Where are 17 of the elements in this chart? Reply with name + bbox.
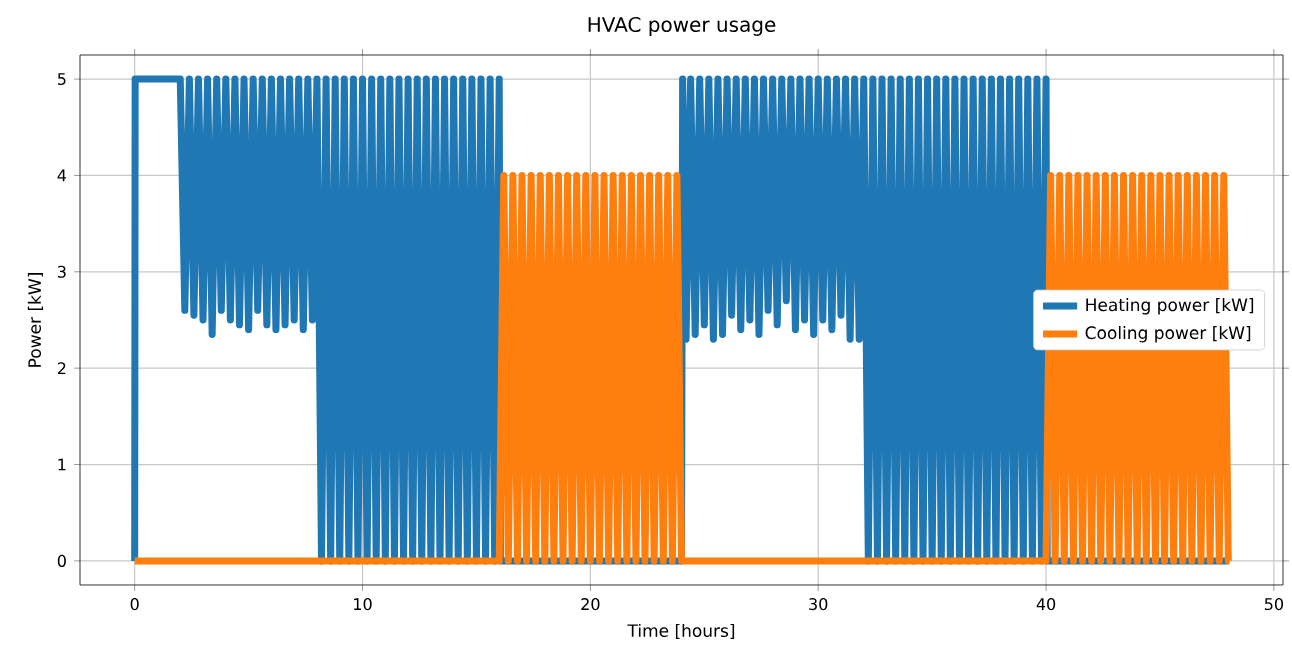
y-tick-label: 2	[57, 362, 66, 375]
y-axis-title: Power [kW]	[27, 273, 44, 367]
chart-title: HVAC power usage	[588, 16, 776, 36]
y-tick-label: 4	[57, 169, 67, 182]
x-tick-label: 50	[1264, 598, 1284, 611]
y-tick-label: 0	[57, 554, 66, 567]
y-tick-label: 5	[57, 73, 66, 86]
y-tick-label: 3	[57, 265, 66, 278]
x-tick-label: 0	[130, 598, 139, 611]
x-tick-label: 10	[354, 598, 372, 611]
x-tick-label: 30	[809, 598, 828, 611]
y-tick-label: 1	[58, 458, 66, 471]
x-axis-title: Time [hours]	[627, 623, 735, 640]
x-tick-label: 40	[1036, 598, 1056, 611]
legend-label: Cooling power [kW]	[1085, 325, 1251, 343]
x-tick-label: 20	[581, 598, 600, 611]
legend-label: Heating power [kW]	[1086, 298, 1254, 315]
